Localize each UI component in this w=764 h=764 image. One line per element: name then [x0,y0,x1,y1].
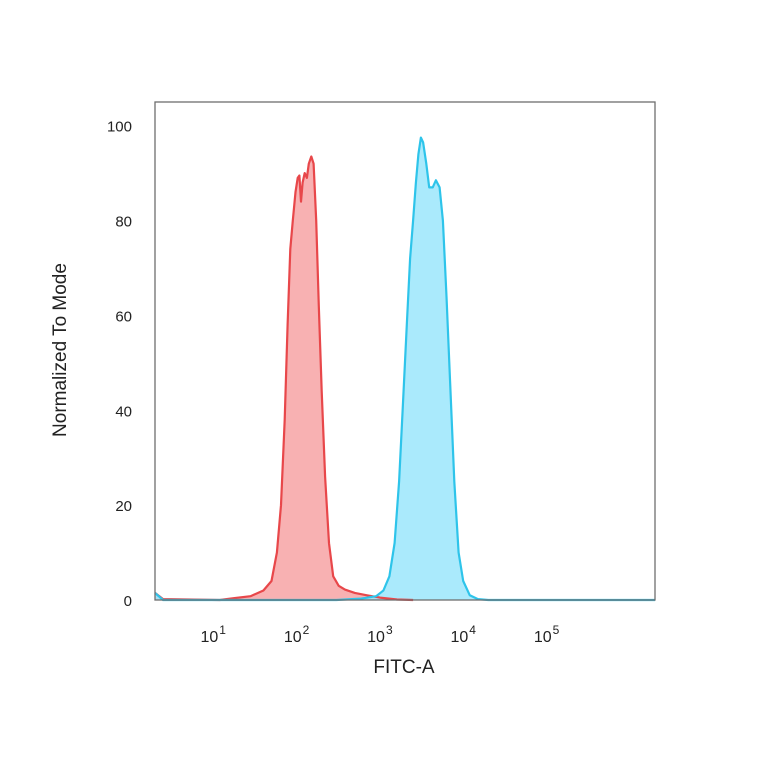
x-axis-title: FITC-A [373,657,435,678]
x-tick-label: 103 [367,623,393,646]
plot-frame [154,101,656,601]
x-tick-label: 101 [200,623,226,646]
series-2-line [154,136,655,602]
series-1-line [154,155,414,602]
x-tick-base: 10 [367,629,385,646]
y-tick-label: 80 [115,214,132,231]
y-tick-label: 0 [124,593,132,610]
y-tick-label: 40 [115,403,132,420]
y-tick-label: 100 [107,119,132,136]
x-tick-base: 10 [284,629,302,646]
x-tick-layer: 101 102 103 104 105 [200,623,559,646]
x-tick-exponent: 4 [469,623,476,637]
x-tick-exponent: 1 [219,623,226,637]
series-layer [154,136,655,602]
series-1-area [155,156,414,600]
x-tick-exponent: 2 [303,623,310,637]
y-tick-label: 60 [115,308,132,325]
x-tick-label: 105 [534,623,560,646]
x-tick-base: 10 [534,629,552,646]
x-tick-exponent: 3 [386,623,393,637]
y-tick-layer: 0 20 40 60 80 100 [107,119,132,610]
x-tick-base: 10 [200,629,218,646]
y-axis-title: Normalized To Mode [50,263,71,437]
x-tick-exponent: 5 [553,623,560,637]
y-tick-label: 20 [115,498,132,515]
x-tick-label: 104 [450,623,476,646]
x-tick-base: 10 [450,629,468,646]
x-tick-label: 102 [284,623,310,646]
